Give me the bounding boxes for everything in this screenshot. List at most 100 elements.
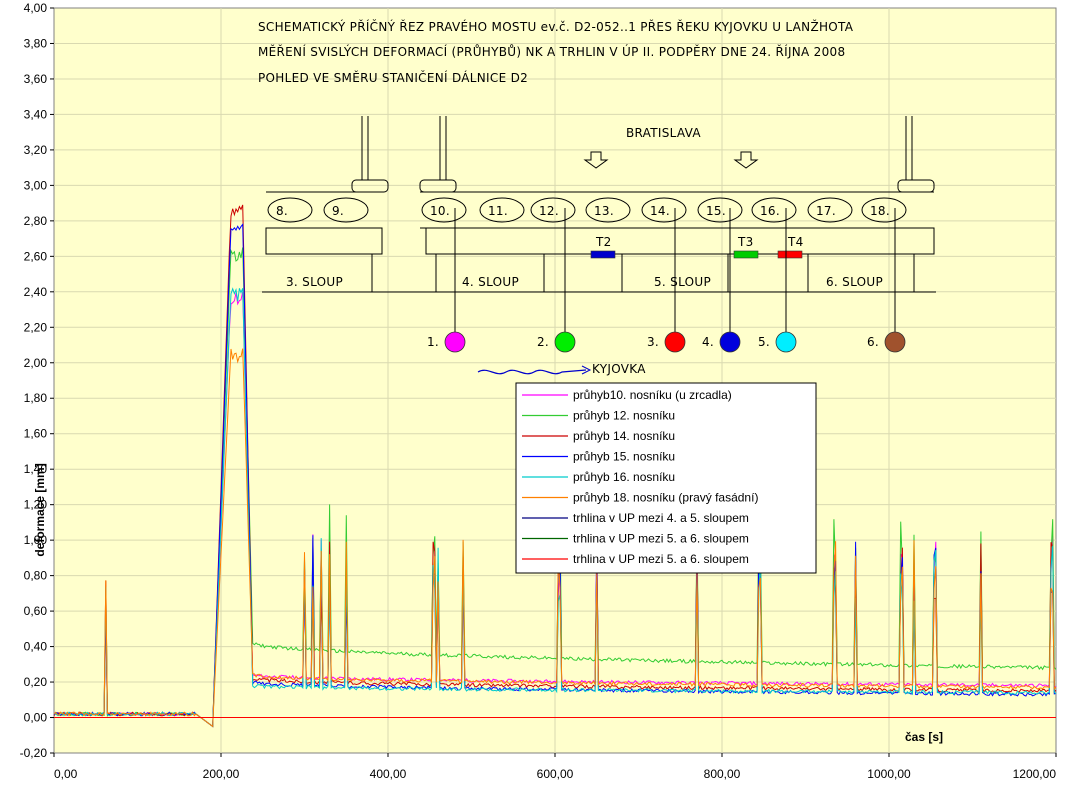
legend-label: průhyb 14. nosníku	[573, 429, 675, 443]
legend-label: trhlina v UP mezi 5. a 6. sloupem	[573, 532, 749, 546]
y-tick-label: 1,80	[24, 391, 48, 405]
chart-title-line-2: MĚŘENÍ SVISLÝCH DEFORMACÍ (PRŮHYBŮ) NK A…	[258, 44, 845, 59]
beam-void	[421, 197, 467, 223]
y-axis-ticks: -0,20 0,00 0,20 0,40 0,60 0,80 1,00 1,20 1,40 1,6…	[20, 1, 54, 760]
y-axis-title: deformace [mm]	[33, 463, 47, 556]
series-line	[53, 287, 1057, 728]
beam-void	[861, 197, 907, 223]
y-tick-label: 2,00	[24, 356, 48, 370]
y-tick-label: 0,80	[24, 569, 48, 583]
strain-gauges: T2 T3 T4	[590, 235, 804, 259]
legend-label: průhyb 12. nosníku	[573, 409, 675, 423]
strain-gauge-label: T2	[595, 235, 612, 249]
sensor-marker	[775, 331, 797, 353]
beam-void	[751, 197, 797, 223]
x-tick-label: 0,00	[54, 767, 78, 781]
sensor-label: 5.	[758, 335, 770, 349]
legend-box	[515, 382, 817, 574]
sensor-label: 2.	[537, 335, 549, 349]
x-tick-label: 1000,00	[867, 767, 911, 781]
beam-void	[530, 197, 576, 223]
y-tick-label: 2,40	[24, 285, 48, 299]
x-tick-label: 800,00	[704, 767, 741, 781]
y-tick-label: 0,20	[24, 675, 48, 689]
beam-void	[697, 197, 743, 223]
bridge-diagram	[262, 116, 936, 293]
column-labels: 3. SLOUP 4. SLOUP 5. SLOUP 6. SLOUP	[286, 275, 883, 289]
x-tick-label: 600,00	[537, 767, 574, 781]
beam-label: 17.	[816, 204, 836, 218]
sensor-marker	[554, 331, 576, 353]
y-tick-label: 0,00	[24, 711, 48, 725]
beam-label: 16.	[760, 204, 780, 218]
y-tick-label: 3,00	[24, 178, 48, 192]
x-tick-label: 1200,00	[1013, 767, 1057, 781]
beam-void	[641, 197, 687, 223]
y-tick-label: -0,20	[20, 746, 48, 760]
sensor-label: 3.	[647, 335, 659, 349]
column-label: 3. SLOUP	[286, 275, 343, 289]
sensor-marker	[884, 331, 906, 353]
column-label: 5. SLOUP	[654, 275, 711, 289]
beam-void	[267, 197, 313, 223]
beam-void	[585, 197, 631, 223]
strain-gauge-label: T4	[787, 235, 804, 249]
y-tick-label: 2,60	[24, 249, 48, 263]
legend-label: trhlina v UP mezi 5. a 6. sloupem	[573, 552, 749, 566]
legend-label: průhyb 16. nosníku	[573, 470, 675, 484]
river-arrow-icon	[581, 365, 592, 375]
y-tick-label: 2,20	[24, 320, 48, 334]
strain-gauge-marker	[590, 250, 616, 259]
beam-label: 10.	[430, 204, 450, 218]
beam-void	[323, 197, 369, 223]
x-tick-label: 400,00	[370, 767, 407, 781]
strain-gauge-marker	[733, 250, 759, 259]
legend-label: průhyb 15. nosníku	[573, 450, 675, 464]
data-series	[53, 204, 1057, 728]
sensor-leaders	[454, 208, 896, 334]
beam-void	[807, 197, 853, 223]
river-squiggle-icon	[477, 369, 587, 375]
y-tick-label: 1,60	[24, 427, 48, 441]
sensor-label: 6.	[867, 335, 879, 349]
y-tick-label: 3,80	[24, 36, 48, 50]
beam-label: 13.	[594, 204, 614, 218]
sensor-marker	[719, 331, 741, 353]
y-tick-label: 1,40	[24, 462, 48, 476]
strain-gauge-label: T3	[737, 235, 754, 249]
main-crossbeam	[425, 227, 935, 255]
river-label: KYJOVKA	[592, 362, 646, 376]
series-line	[53, 348, 1057, 728]
beam-label: 14.	[650, 204, 670, 218]
left-crossbeam	[265, 227, 383, 255]
x-tick-label: 200,00	[203, 767, 240, 781]
strain-gauge-marker	[777, 250, 803, 259]
x-axis-title: čas [s]	[905, 730, 943, 744]
chart-title-line-1: SCHEMATICKÝ PŘÍČNÝ ŘEZ PRAVÉHO MOSTU ev.…	[258, 19, 854, 34]
legend-entries: průhyb10. nosníku (u zrcadla) průhyb 12. …	[522, 388, 758, 566]
beam-label: 12.	[539, 204, 559, 218]
y-tick-label: 0,40	[24, 640, 48, 654]
column-label: 6. SLOUP	[826, 275, 883, 289]
direction-arrow-left-icon	[583, 151, 609, 169]
legend-label: průhyb10. nosníku (u zrcadla)	[573, 388, 732, 402]
y-tick-label: 3,20	[24, 143, 48, 157]
legend-label: průhyb 18. nosníku (pravý fasádní)	[573, 491, 758, 505]
y-tick-label: 3,60	[24, 72, 48, 86]
y-tick-label: 1,00	[24, 533, 48, 547]
sensor-markers: 1. 2. 3. 4. 5. 6.	[427, 331, 906, 353]
y-tick-label: 3,40	[24, 107, 48, 121]
x-axis-ticks: 0,00 200,00 400,00 600,00 800,00 1000,00 1200,…	[53, 753, 1057, 781]
beam-label: 18.	[870, 204, 890, 218]
beam-label: 9.	[332, 204, 344, 218]
column-label: 4. SLOUP	[462, 275, 519, 289]
beam-label: 8.	[276, 204, 288, 218]
y-tick-label: 0,60	[24, 604, 48, 618]
y-tick-label: 4,00	[24, 1, 48, 15]
sensor-label: 1.	[427, 335, 439, 349]
sensor-label: 4.	[702, 335, 714, 349]
legend-label: trhlina v UP mezi 4. a 5. sloupem	[573, 511, 749, 525]
beam-sections: 8. 9. 10. 11. 12. 13. 14. 15. 16. 17. 18.	[267, 197, 907, 223]
sensor-marker	[664, 331, 686, 353]
